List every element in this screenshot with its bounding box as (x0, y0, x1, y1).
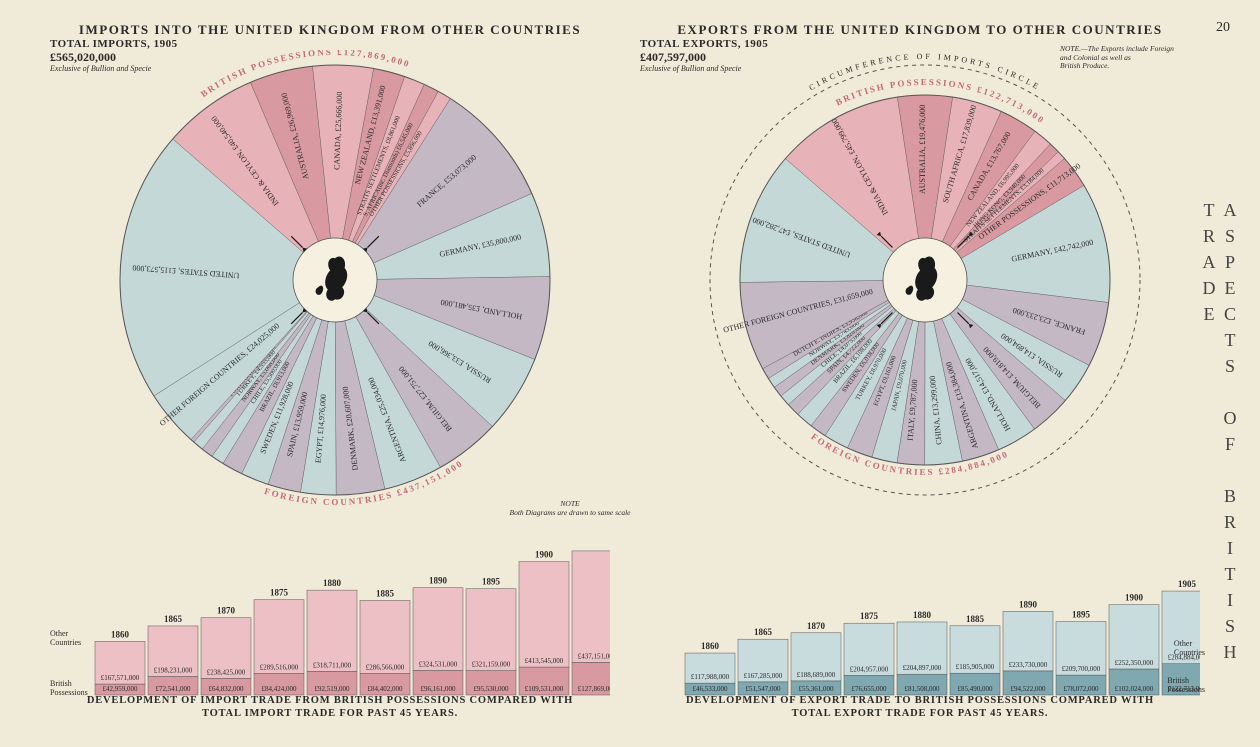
svg-text:£76,655,000: £76,655,000 (852, 685, 888, 693)
svg-text:£167,285,000: £167,285,000 (744, 672, 783, 680)
svg-text:£289,516,000: £289,516,000 (260, 663, 299, 671)
side-title: ASPECTS OF BRITISH TRADE (1198, 200, 1240, 747)
svg-text:£92,519,000: £92,519,000 (315, 685, 351, 693)
imports-title: IMPORTS INTO THE UNITED KINGDOM FROM OTH… (50, 22, 610, 38)
svg-text:1900: 1900 (1125, 593, 1144, 603)
imports-bars: OtherCountries BritishPossessions 1860£1… (50, 550, 610, 700)
svg-text:1885: 1885 (376, 588, 395, 598)
imports-total-line1: TOTAL IMPORTS, 1905 (50, 38, 178, 51)
svg-text:£42,959,000: £42,959,000 (103, 685, 139, 693)
svg-text:1860: 1860 (111, 629, 130, 639)
svg-text:£117,988,000: £117,988,000 (691, 673, 730, 681)
svg-text:£318,711,000: £318,711,000 (313, 661, 352, 669)
imports-pie: INDIA & CEYLON, £40,540,000AUSTRALIA, £2… (105, 50, 565, 515)
svg-text:£94,522,000: £94,522,000 (1011, 685, 1047, 693)
svg-text:£188,689,000: £188,689,000 (797, 671, 836, 679)
svg-text:1860: 1860 (701, 641, 720, 651)
svg-text:£85,490,000: £85,490,000 (958, 685, 994, 693)
center-note-2: Both Diagrams are drawn to same scale (505, 509, 635, 518)
exports-bars-label-bot: BritishPossessions (1167, 677, 1205, 695)
svg-text:£413,545,000: £413,545,000 (525, 657, 564, 665)
svg-text:£55,361,000: £55,361,000 (799, 685, 835, 693)
svg-text:£233,730,000: £233,730,000 (1009, 661, 1048, 669)
svg-text:£78,072,000: £78,072,000 (1064, 685, 1100, 693)
svg-text:£209,700,000: £209,700,000 (1062, 665, 1101, 673)
exports-total-line1: TOTAL EXPORTS, 1905 (640, 38, 768, 51)
exports-bars-caption: DEVELOPMENT OF EXPORT TRADE TO BRITISH P… (640, 695, 1200, 720)
svg-text:1870: 1870 (217, 606, 236, 616)
svg-text:£321,159,000: £321,159,000 (472, 661, 511, 669)
svg-text:£204,957,000: £204,957,000 (850, 665, 889, 673)
imports-bars-caption: DEVELOPMENT OF IMPORT TRADE FROM BRITISH… (50, 695, 610, 720)
imports-pie-svg: INDIA & CEYLON, £40,540,000AUSTRALIA, £2… (105, 50, 565, 510)
page-number: 20 (1216, 20, 1230, 36)
exports-title: EXPORTS FROM THE UNITED KINGDOM TO OTHER… (640, 22, 1200, 38)
svg-text:1895: 1895 (482, 577, 501, 587)
svg-text:£46,533,000: £46,533,000 (693, 685, 729, 693)
svg-text:£127,869,000: £127,869,000 (578, 685, 610, 693)
svg-text:£185,905,000: £185,905,000 (956, 663, 995, 671)
svg-text:£252,350,000: £252,350,000 (1115, 659, 1154, 667)
svg-text:1900: 1900 (535, 550, 554, 560)
svg-text:1890: 1890 (429, 576, 448, 586)
svg-text:£109,531,000: £109,531,000 (525, 685, 564, 693)
exports-bars: 1860 £117,988,000 £46,533,000 1865 £167,285,… (640, 550, 1200, 700)
svg-text:£95,530,000: £95,530,000 (474, 685, 510, 693)
svg-text:AUSTRALIA, £19,476,000: AUSTRALIA, £19,476,000 (918, 105, 927, 194)
svg-text:1890: 1890 (1019, 599, 1038, 609)
svg-text:£167,571,000: £167,571,000 (101, 674, 140, 682)
exports-pie-svg: CIRCUMFERENCE OF IMPORTS CIRCLEINDIA & C… (695, 50, 1155, 510)
imports-bars-svg: 1860 £167,571,000 £42,959,000 1865 £198,231,… (50, 550, 610, 700)
svg-text:£324,531,000: £324,531,000 (419, 660, 458, 668)
svg-text:£238,425,000: £238,425,000 (207, 668, 246, 676)
svg-text:1870: 1870 (807, 621, 826, 631)
exports-bars-label-top: OtherCountries (1174, 640, 1205, 658)
svg-text:1885: 1885 (966, 614, 985, 624)
svg-text:£96,161,000: £96,161,000 (421, 685, 457, 693)
svg-text:1880: 1880 (323, 578, 342, 588)
svg-text:1865: 1865 (164, 614, 183, 624)
svg-text:£204,897,000: £204,897,000 (903, 664, 942, 672)
svg-text:1875: 1875 (270, 588, 289, 598)
svg-text:1880: 1880 (913, 610, 932, 620)
svg-text:1895: 1895 (1072, 610, 1091, 620)
svg-text:£81,508,000: £81,508,000 (905, 685, 941, 693)
svg-text:£84,402,000: £84,402,000 (368, 685, 404, 693)
svg-text:£64,832,000: £64,832,000 (209, 685, 245, 693)
svg-text:£84,424,000: £84,424,000 (262, 685, 298, 693)
exports-pie: CIRCUMFERENCE OF IMPORTS CIRCLEINDIA & C… (695, 50, 1155, 515)
left-panel: IMPORTS INTO THE UNITED KINGDOM FROM OTH… (50, 0, 610, 747)
svg-text:£437,151,000: £437,151,000 (578, 652, 610, 660)
exports-bars-svg: 1860 £117,988,000 £46,533,000 1865 £167,285,… (640, 550, 1200, 700)
svg-text:1905: 1905 (1178, 579, 1197, 589)
svg-text:£286,566,000: £286,566,000 (366, 663, 405, 671)
svg-text:£51,547,000: £51,547,000 (746, 685, 782, 693)
svg-text:£72,541,000: £72,541,000 (156, 685, 192, 693)
center-note: NOTE Both Diagrams are drawn to same sca… (505, 500, 635, 517)
right-panel: EXPORTS FROM THE UNITED KINGDOM TO OTHER… (640, 0, 1200, 747)
svg-text:1865: 1865 (754, 627, 773, 637)
imports-bars-label-top: OtherCountries (50, 630, 81, 648)
svg-text:1875: 1875 (860, 611, 879, 621)
svg-text:£102,024,000: £102,024,000 (1115, 685, 1154, 693)
svg-text:£198,231,000: £198,231,000 (154, 667, 193, 675)
